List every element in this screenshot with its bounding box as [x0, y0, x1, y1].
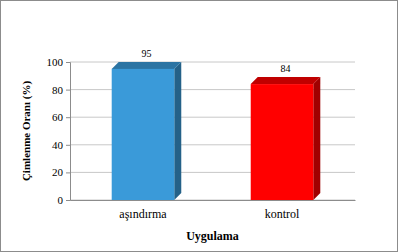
bar: [112, 69, 175, 200]
bar-top: [112, 62, 182, 69]
y-tick-mark: [66, 172, 70, 173]
grid: [70, 62, 355, 200]
y-tick-mark: [66, 145, 70, 146]
grid-line: [70, 62, 355, 63]
y-axis: 0 20 40 60 80 100: [47, 56, 71, 206]
y-tick-label: 100: [47, 56, 64, 68]
bar-top: [251, 77, 321, 84]
y-tick: 0: [58, 194, 71, 206]
x-axis: aşındırma kontrol: [71, 200, 356, 221]
y-tick-label: 60: [52, 111, 64, 123]
y-tick: 60: [52, 111, 70, 123]
y-tick-mark: [66, 62, 70, 63]
x-tick-label: aşındırma: [119, 207, 167, 221]
y-tick: 100: [47, 56, 71, 68]
y-tick-label: 40: [52, 139, 64, 151]
x-tick: kontrol: [265, 200, 300, 221]
data-label: 95: [141, 48, 151, 59]
y-tick: 20: [52, 166, 70, 178]
bar: [251, 84, 314, 200]
x-axis-line: [71, 200, 356, 201]
y-axis-title: Çimlenme Oranı (%): [20, 81, 33, 182]
y-tick-label: 20: [52, 166, 64, 178]
y-axis-line: [66, 63, 71, 201]
data-label: 84: [281, 63, 291, 74]
x-axis-title: Uygulama: [186, 229, 239, 243]
data-labels: 95 84: [141, 48, 290, 74]
y-tick-mark: [66, 90, 70, 91]
y-tick: 80: [52, 84, 70, 96]
chart-frame: [1, 1, 398, 252]
x-tick: aşındırma: [119, 200, 167, 221]
bars: [112, 62, 321, 200]
y-tick: 40: [52, 139, 70, 151]
y-tick-label: 0: [58, 194, 64, 206]
y-tick-mark: [66, 117, 70, 118]
x-tick-label: kontrol: [265, 207, 300, 221]
y-tick-label: 80: [52, 84, 64, 96]
bar-side: [174, 62, 181, 200]
chart: 0 20 40 60 80 100 aşındırma kontrol 95 84 Uygulama…: [0, 0, 398, 252]
y-tick-mark: [66, 200, 70, 201]
bar-side: [313, 77, 320, 200]
